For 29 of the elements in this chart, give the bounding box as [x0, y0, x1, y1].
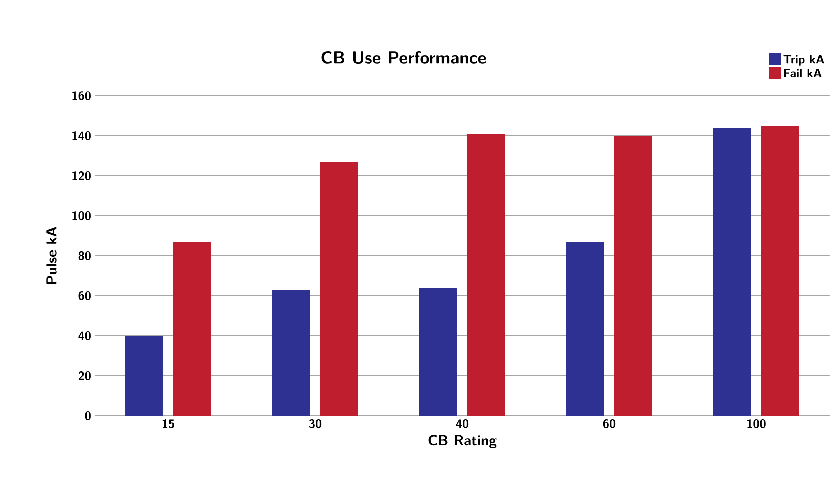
x-tick-label: 60	[603, 420, 616, 428]
x-tick-label: 40	[456, 420, 469, 428]
bar	[320, 162, 359, 416]
legend-label: Fail kA	[784, 69, 822, 78]
y-tick-label: 60	[78, 292, 91, 300]
x-axis-title: CB Rating	[428, 435, 497, 448]
bar	[614, 136, 652, 416]
bar	[761, 126, 800, 416]
y-tick-label: 40	[78, 332, 91, 340]
bar	[272, 290, 310, 416]
y-tick-label: 140	[72, 132, 91, 140]
y-axis-title: Pulse kA	[46, 227, 57, 284]
bar	[566, 242, 604, 416]
y-tick-label: 120	[72, 172, 91, 180]
bar	[420, 288, 458, 416]
bar	[174, 242, 212, 416]
x-tick-label: 30	[309, 420, 322, 428]
y-tick-label: 80	[78, 252, 91, 260]
bar	[467, 134, 506, 416]
y-tick-label: 0	[85, 412, 91, 420]
legend-label: Trip kA	[784, 55, 824, 66]
bar	[126, 336, 164, 416]
y-tick-label: 20	[78, 372, 91, 380]
chart-title: CB Use Performance	[322, 51, 486, 64]
y-tick-label: 100	[72, 212, 91, 220]
x-tick-label: 100	[748, 420, 766, 428]
bar	[713, 128, 752, 416]
y-tick-label: 160	[72, 92, 91, 100]
x-tick-label: 15	[162, 420, 174, 428]
